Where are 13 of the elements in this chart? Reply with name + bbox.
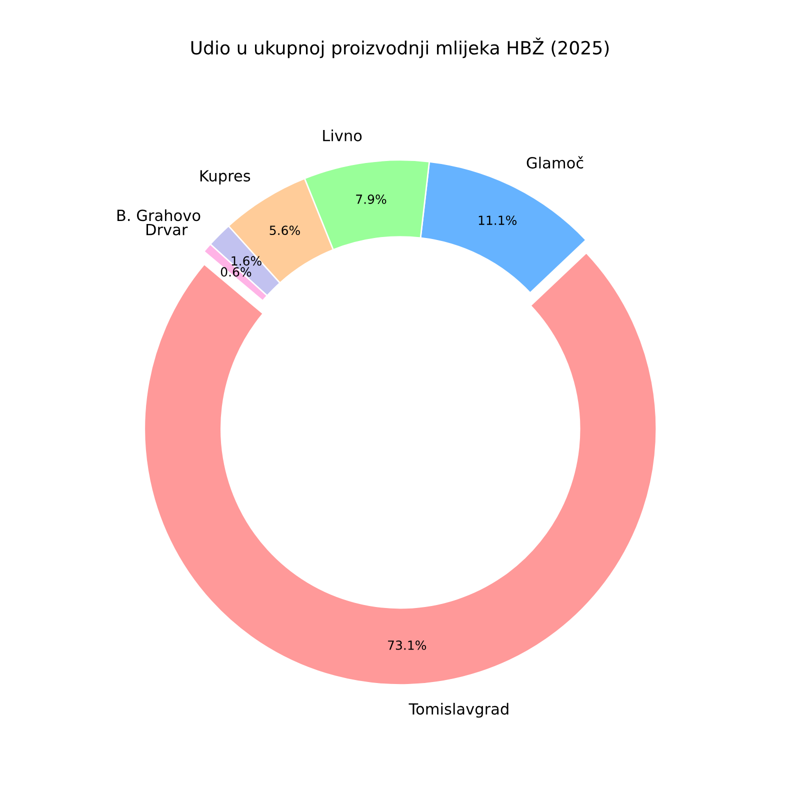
slice-label: Drvar bbox=[146, 224, 188, 236]
chart-title: Udio u ukupnoj proizvodnji mlijeka HBŽ (2025) bbox=[191, 38, 609, 58]
slice-label: Kupres bbox=[200, 170, 250, 185]
data-label: 1.6% bbox=[232, 256, 262, 266]
data-label: 7.9% bbox=[356, 194, 386, 204]
data-label: 73.1% bbox=[388, 640, 426, 650]
slice-label: Glamoč bbox=[526, 156, 584, 169]
slice-label: Livno bbox=[323, 130, 362, 142]
data-label: 5.6% bbox=[270, 226, 300, 236]
slice-label: Tomislavgrad bbox=[408, 702, 508, 718]
data-label: 11.1% bbox=[478, 216, 517, 226]
slice-label: B. Grahovo bbox=[117, 209, 200, 222]
data-label: 0.6% bbox=[220, 267, 252, 277]
